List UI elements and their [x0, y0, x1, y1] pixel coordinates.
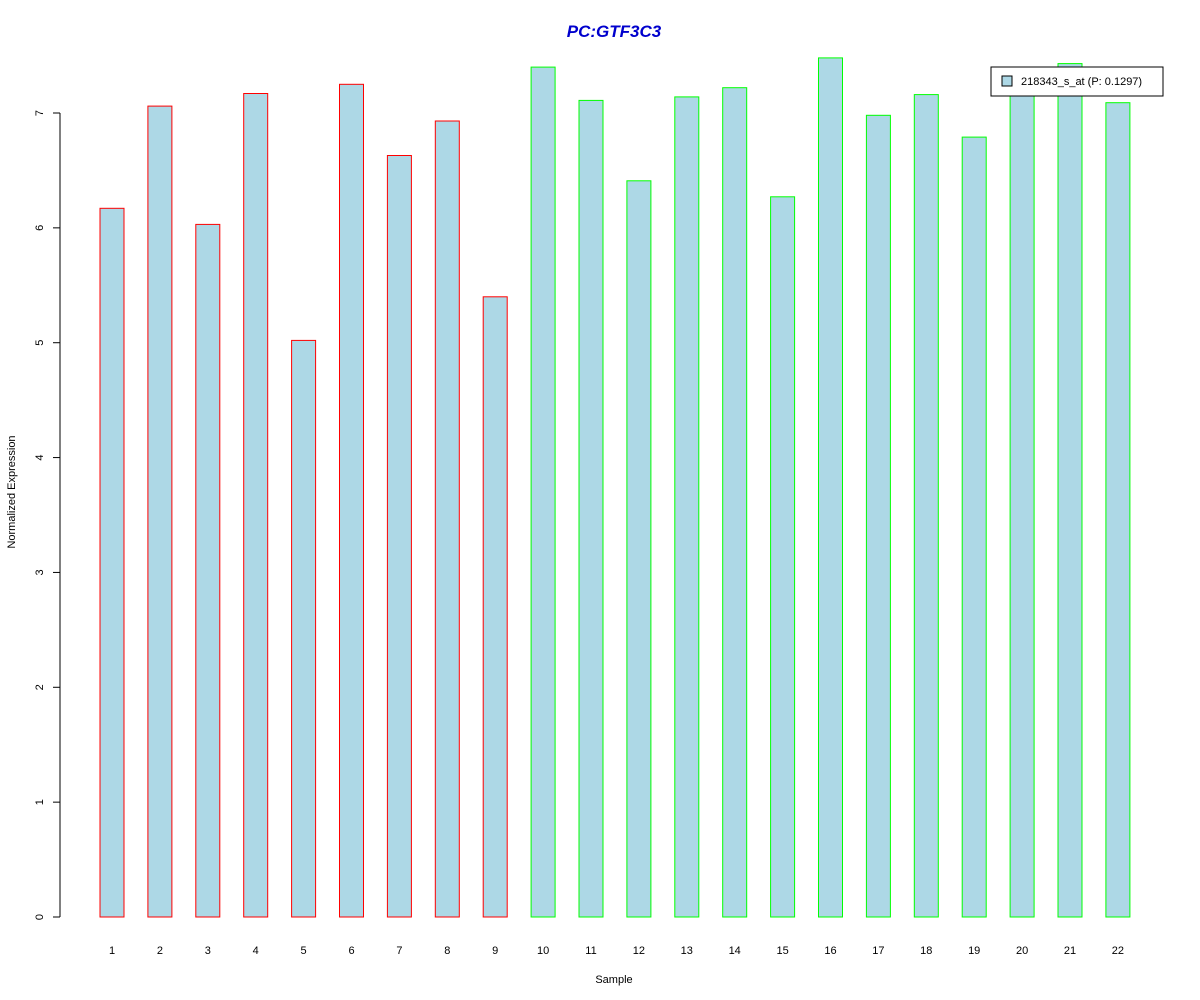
bar: [195, 223, 221, 918]
y-tick-label: 5: [34, 340, 46, 346]
bar: [1009, 87, 1035, 918]
x-tick-label: 17: [872, 945, 884, 957]
bar: [339, 83, 364, 918]
x-tick-label: 18: [920, 945, 932, 957]
x-tick-label: 12: [633, 945, 645, 957]
bar: [961, 136, 987, 918]
bar: [722, 87, 748, 918]
bar: [434, 120, 460, 918]
bar: [1105, 102, 1131, 918]
legend-box: [990, 66, 1164, 97]
x-tick-label: 21: [1064, 945, 1076, 957]
x-axis-label: Sample: [595, 974, 632, 986]
bar: [386, 155, 412, 918]
y-tick-label: 1: [34, 799, 46, 805]
x-tick-label: 13: [681, 945, 693, 957]
bar: [1057, 63, 1083, 918]
x-tick-label: 6: [348, 945, 354, 957]
bar: [243, 93, 269, 918]
x-tick-label: 4: [253, 945, 259, 957]
x-tick-label: 20: [1016, 945, 1028, 957]
chart-title: PC:GTF3C3: [567, 22, 662, 41]
x-tick-label: 9: [492, 945, 498, 957]
x-tick-label: 10: [537, 945, 549, 957]
x-tick-label: 7: [396, 945, 402, 957]
bar: [674, 96, 700, 918]
bar: [818, 57, 843, 918]
bar: [530, 66, 556, 918]
bars-group: [99, 57, 1131, 918]
bar: [482, 296, 508, 918]
x-tick-label: 3: [205, 945, 211, 957]
bar: [865, 114, 891, 918]
x-tick-label: 16: [824, 945, 836, 957]
x-tick-label: 22: [1112, 945, 1124, 957]
bar: [291, 339, 317, 918]
y-axis: 0 1 2 3 4 5 6 7: [34, 110, 61, 920]
y-tick-label: 7: [34, 110, 46, 116]
y-tick-label: 0: [34, 914, 46, 920]
y-tick-label: 6: [34, 225, 46, 231]
y-tick-label: 2: [34, 684, 46, 690]
legend: 218343_s_at (P: 0.1297): [990, 66, 1164, 97]
x-tick-label: 5: [301, 945, 307, 957]
bar: [147, 105, 173, 918]
legend-label: 218343_s_at (P: 0.1297): [1021, 76, 1142, 88]
y-tick-label: 4: [34, 455, 46, 461]
bar: [913, 94, 939, 918]
x-tick-label: 15: [776, 945, 788, 957]
x-tick-label: 1: [109, 945, 115, 957]
legend-swatch: [1001, 75, 1013, 87]
x-tick-labels: 1 2 3 4 5 6 7 8 9 10 11 12 13 14 15 16 17 18 19 20 21 22: [109, 945, 1124, 957]
x-tick-label: 14: [729, 945, 741, 957]
x-tick-label: 11: [585, 945, 596, 957]
x-tick-label: 8: [444, 945, 450, 957]
x-tick-label: 19: [968, 945, 980, 957]
bar: [99, 207, 125, 918]
bar: [626, 180, 652, 918]
bar: [770, 196, 796, 918]
y-tick-label: 3: [34, 569, 46, 575]
y-axis-label: Normalized Expression: [6, 435, 18, 548]
bar: [578, 99, 604, 918]
x-tick-label: 2: [157, 945, 163, 957]
